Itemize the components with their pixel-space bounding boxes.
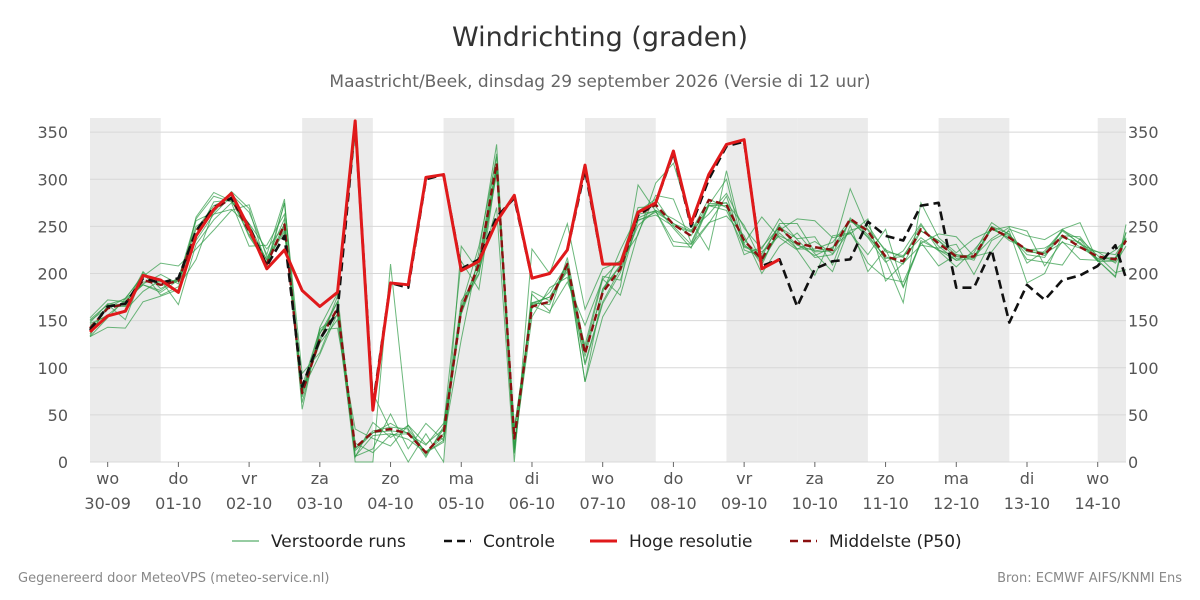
- y-tick-right-150: 150: [1128, 312, 1159, 331]
- x-tick-day-02-10: vr: [241, 469, 257, 488]
- x-tick-date-09-10: 09-10: [721, 494, 768, 513]
- y-axis-right: 0 50 100 150 200 250 300 350: [1128, 123, 1159, 472]
- y-tick-left-300: 300: [37, 170, 68, 189]
- x-tick-day-12-10: ma: [944, 469, 969, 488]
- y-tick-right-350: 350: [1128, 123, 1159, 142]
- x-tick-date-03-10: 03-10: [297, 494, 344, 513]
- x-tick-day-04-10: zo: [381, 469, 399, 488]
- x-tick-day-06-10: di: [525, 469, 540, 488]
- x-tick-day-01-10: do: [168, 469, 188, 488]
- chart-subtitle: Maastricht/Beek, dinsdag 29 september 20…: [329, 72, 871, 92]
- x-tick-day-30-09: wo: [96, 469, 119, 488]
- x-tick-day-05-10: ma: [449, 469, 474, 488]
- main-series: [88, 119, 1128, 454]
- x-tick-date-13-10: 13-10: [1004, 494, 1051, 513]
- x-tick-date-02-10: 02-10: [226, 494, 273, 513]
- x-tick-day-07-10: wo: [591, 469, 614, 488]
- y-tick-left-100: 100: [37, 359, 68, 378]
- ensemble-member-7: [89, 156, 1127, 454]
- x-tick-day-10-10: za: [806, 469, 824, 488]
- y-tick-left-350: 350: [37, 123, 68, 142]
- x-tick-date-01-10: 01-10: [155, 494, 202, 513]
- shade-band-0: [90, 118, 161, 462]
- shade-band-7: [1097, 118, 1126, 462]
- footer-source: Bron: ECMWF AIFS/KNMI Ens: [997, 571, 1182, 586]
- ensemble-member-3: [89, 144, 1127, 458]
- y-tick-right-50: 50: [1128, 406, 1148, 425]
- y-tick-left-250: 250: [37, 217, 68, 236]
- legend-label-control: Controle: [483, 532, 555, 552]
- x-axis: wo 30-09 do 01-10 vr 02-10 za 03-10 zo 04-10 ma 05-…: [84, 462, 1121, 513]
- y-tick-right-300: 300: [1128, 170, 1159, 189]
- y-axis-left: 0 50 100 150 200 250 300 350: [37, 123, 68, 472]
- y-tick-left-200: 200: [37, 265, 68, 284]
- series-hires: [88, 119, 781, 412]
- y-tick-left-0: 0: [58, 453, 68, 472]
- shade-band-6: [938, 118, 1010, 462]
- ensemble-member-10: [89, 165, 1127, 454]
- x-tick-date-11-10: 11-10: [862, 494, 909, 513]
- x-tick-day-13-10: di: [1020, 469, 1035, 488]
- y-tick-left-150: 150: [37, 312, 68, 331]
- y-tick-left-50: 50: [48, 406, 68, 425]
- y-tick-right-200: 200: [1128, 265, 1159, 284]
- y-tick-right-100: 100: [1128, 359, 1159, 378]
- x-tick-date-05-10: 05-10: [438, 494, 485, 513]
- y-tick-right-250: 250: [1128, 217, 1159, 236]
- x-tick-date-06-10: 06-10: [509, 494, 556, 513]
- chart-title: Windrichting (graden): [451, 22, 749, 53]
- legend-label-ensemble: Verstoorde runs: [271, 532, 406, 552]
- weekend-shading: [90, 118, 1126, 462]
- x-tick-date-08-10: 08-10: [650, 494, 697, 513]
- shade-band-5: [797, 118, 868, 462]
- legend-label-median: Middelste (P50): [829, 532, 962, 552]
- legend-label-hires: Hoge resolutie: [629, 532, 753, 552]
- footer-generated-by: Gegenereerd door MeteoVPS (meteo-service…: [18, 571, 330, 586]
- legend: Verstoorde runs Controle Hoge resolutie Mid…: [232, 532, 962, 552]
- grid-lines: [90, 131, 1126, 463]
- x-tick-day-03-10: za: [311, 469, 329, 488]
- x-tick-date-10-10: 10-10: [792, 494, 839, 513]
- x-tick-day-09-10: vr: [736, 469, 752, 488]
- ensemble-series: [89, 134, 1127, 464]
- x-tick-date-12-10: 12-10: [933, 494, 980, 513]
- shade-band-4: [726, 118, 798, 462]
- x-tick-date-14-10: 14-10: [1074, 494, 1121, 513]
- x-tick-day-08-10: do: [663, 469, 683, 488]
- x-tick-date-04-10: 04-10: [367, 494, 414, 513]
- x-tick-day-11-10: zo: [876, 469, 894, 488]
- shade-band-3: [585, 118, 656, 462]
- x-tick-date-30-09: 30-09: [84, 494, 131, 513]
- x-tick-date-07-10: 07-10: [579, 494, 626, 513]
- y-tick-right-0: 0: [1128, 453, 1138, 472]
- x-tick-day-14-10: wo: [1086, 469, 1109, 488]
